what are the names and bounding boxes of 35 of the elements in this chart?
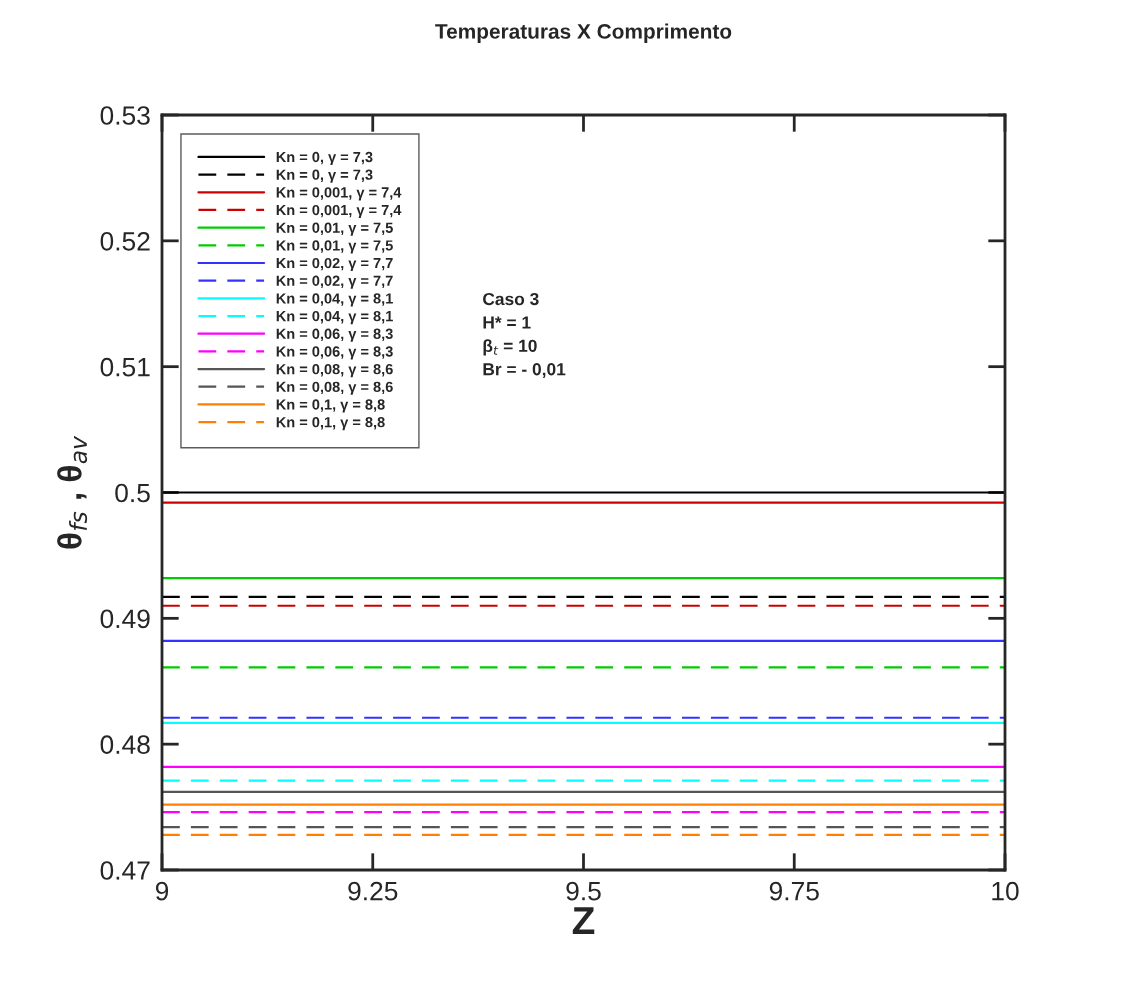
annotation: Br = - 0,01 <box>483 363 566 378</box>
legend-label: Kn = 0,01, γ = 7,5 <box>276 240 393 254</box>
y-tick-label: 0.53 <box>100 106 150 125</box>
legend-label: Kn = 0,02, γ = 7,7 <box>276 275 393 289</box>
y-tick-label: 0.49 <box>100 609 150 629</box>
chart-title: Temperaturas X Comprimento <box>435 23 732 43</box>
y-tick-label: 0.48 <box>100 735 150 754</box>
legend-label: Kn = 0,06, γ = 8,3 <box>276 346 393 360</box>
legend-label: Kn = 0,1, γ = 8,8 <box>276 417 385 431</box>
x-tick-label: 9.5 <box>566 881 601 901</box>
legend-label: Kn = 0,01, γ = 7,5 <box>276 222 393 236</box>
legend-label: Kn = 0,08, γ = 8,6 <box>276 363 393 378</box>
y-tick-label: 0.52 <box>100 231 150 251</box>
legend-label: Kn = 0,02, γ = 7,7 <box>276 257 393 272</box>
x-tick-label: 9 <box>155 881 169 901</box>
annotation: H* = 1 <box>483 316 531 329</box>
x-tick-label: 10 <box>992 881 1019 901</box>
legend-label: Kn = 0,08, γ = 8,6 <box>276 381 393 395</box>
legend-label: Kn = 0,1, γ = 8,8 <box>276 399 385 413</box>
legend-label: Kn = 0,04, γ = 8,1 <box>276 310 393 325</box>
y-tick-label: 0.51 <box>100 357 150 377</box>
legend-label: Kn = 0, γ = 7,3 <box>276 151 373 166</box>
x-tick-label: 9.25 <box>348 881 398 901</box>
annotation: β$_{t}$ = 10 <box>483 339 537 356</box>
y-tick-label: 0.47 <box>100 861 150 880</box>
y-axis-title: θ$_{fs}$ , θ$_{av}$ <box>57 435 88 549</box>
y-tick-label: 0.5 <box>115 483 150 503</box>
legend-label: Kn = 0, γ = 7,3 <box>276 169 373 183</box>
legend-label: Kn = 0,06, γ = 8,3 <box>276 328 393 342</box>
legend-label: Kn = 0,001, γ = 7,4 <box>276 204 402 219</box>
legend-label: Kn = 0,001, γ = 7,4 <box>276 187 402 201</box>
legend-label: Kn = 0,04, γ = 8,1 <box>276 293 393 307</box>
x-axis-title: Z <box>572 907 595 934</box>
annotation: Caso 3 <box>483 292 539 306</box>
x-tick-label: 9.75 <box>769 881 819 901</box>
